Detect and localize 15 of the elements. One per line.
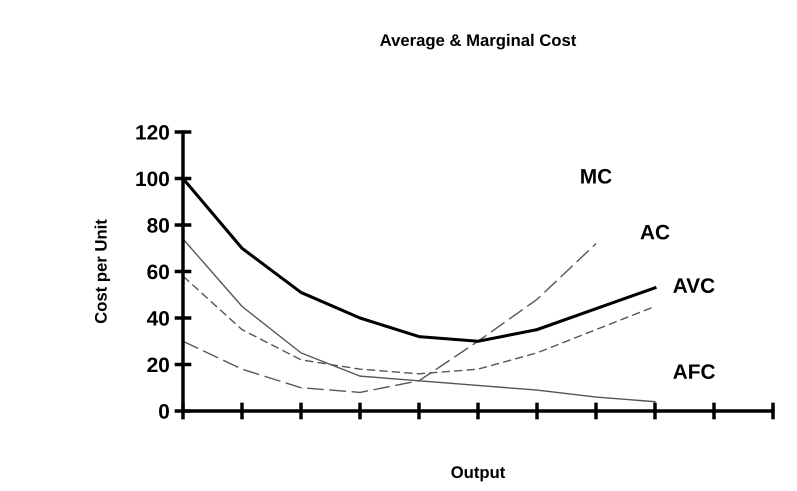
y-tick-label: 60	[147, 264, 169, 280]
y-axis-title: Cost per Unit	[94, 219, 110, 324]
x-axis-title: Output	[451, 466, 506, 482]
y-tick-label: 120	[136, 125, 169, 140]
chart-title: Average & Marginal Cost	[380, 34, 576, 50]
y-tick-label: 20	[147, 358, 169, 372]
y-tick-label: 0	[159, 404, 169, 419]
y-tick-label: 80	[147, 218, 169, 233]
text: AC	[640, 224, 670, 240]
series-label: AVC	[673, 278, 715, 293]
y-tick-label: 40	[146, 311, 169, 326]
series-label: AFC	[673, 364, 715, 379]
text: MC	[581, 168, 612, 184]
y-tick-label: 100	[136, 172, 169, 186]
line-series	[182, 238, 656, 402]
